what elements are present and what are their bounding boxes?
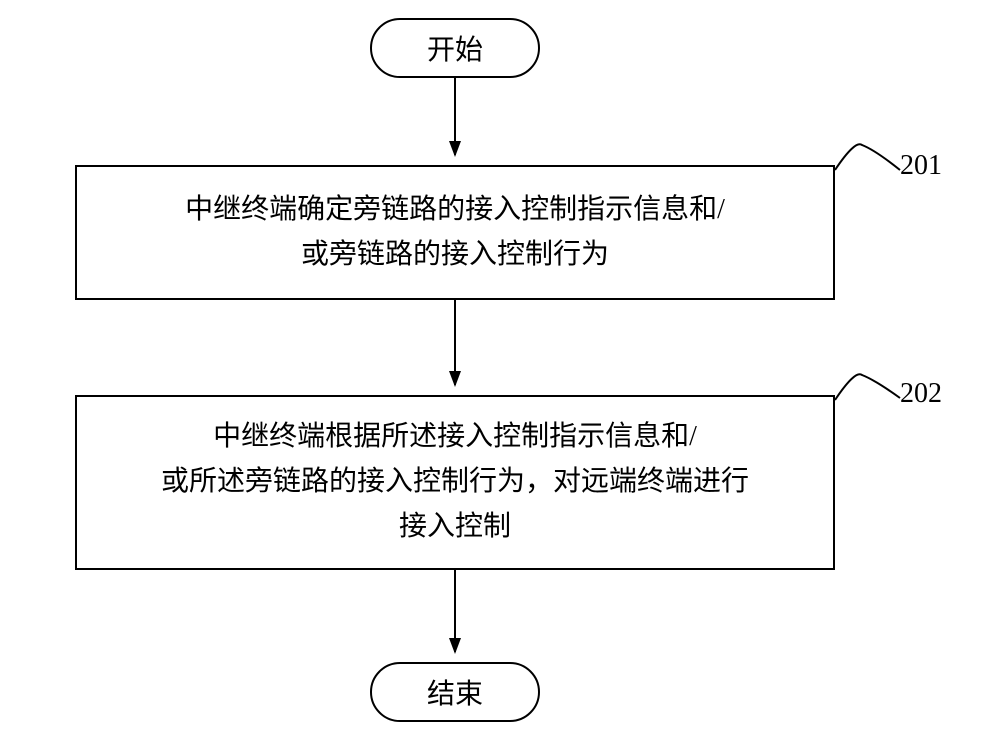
start-node: 开始	[370, 18, 540, 78]
flowchart-canvas: 开始 中继终端确定旁链路的接入控制指示信息和/ 或旁链路的接入控制行为 201 …	[0, 0, 1000, 737]
flow-arrows	[0, 0, 1000, 737]
end-label: 结束	[427, 672, 483, 712]
process-step-2: 中继终端根据所述接入控制指示信息和/ 或所述旁链路的接入控制行为，对远端终端进行…	[75, 395, 835, 570]
callout-202	[0, 0, 1000, 737]
callout-201	[0, 0, 1000, 737]
process-step-1-text: 中继终端确定旁链路的接入控制指示信息和/ 或旁链路的接入控制行为	[185, 188, 725, 278]
process-step-2-text: 中继终端根据所述接入控制指示信息和/ 或所述旁链路的接入控制行为，对远端终端进行…	[161, 415, 749, 549]
label-202: 202	[900, 378, 942, 410]
label-201: 201	[900, 150, 942, 182]
process-step-1: 中继终端确定旁链路的接入控制指示信息和/ 或旁链路的接入控制行为	[75, 165, 835, 300]
start-label: 开始	[427, 28, 483, 68]
end-node: 结束	[370, 662, 540, 722]
